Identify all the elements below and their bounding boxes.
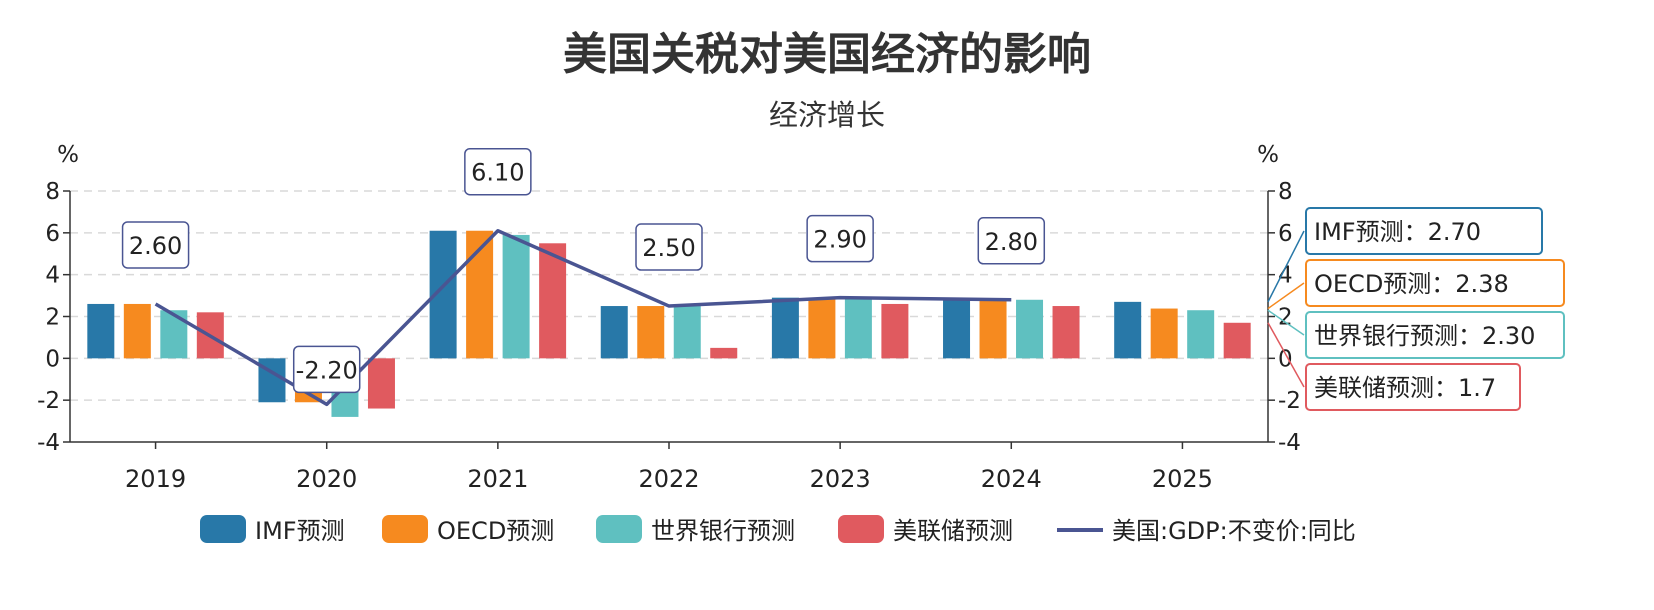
- end-labels: IMF预测：2.70 OECD预测：2.38 世界银行预测：2.30 美联储预测：1.…: [1267, 207, 1565, 411]
- y-tick-label-right: -2: [1278, 388, 1301, 414]
- bar: [808, 297, 836, 359]
- legend-swatch[interactable]: [200, 515, 246, 543]
- legend-label[interactable]: 美国:GDP:不变价:同比: [1112, 517, 1356, 545]
- y-tick-label-right: 2: [1278, 305, 1293, 331]
- y-tick-label-right: 6: [1278, 221, 1293, 247]
- line-value-label-box: [464, 147, 532, 196]
- legend-label[interactable]: IMF预测: [255, 517, 345, 545]
- axes: -4 -4 -2 -2 0 0 2 2 4 4 6 6 8 8% % 2019 2020 2021 2022 2023…: [37, 142, 1301, 493]
- bar: [1114, 301, 1142, 359]
- bar: [367, 358, 395, 409]
- legend[interactable]: IMF预测 OECD预测 世界银行预测 美联储预测 美国:GDP:不变价:同比: [200, 515, 1356, 545]
- end-label-box: [1305, 311, 1565, 359]
- legend-label[interactable]: 世界银行预测: [651, 517, 795, 545]
- chart-subtitle: 经济增长: [768, 98, 885, 132]
- bar: [844, 297, 872, 359]
- bar: [979, 299, 1007, 359]
- end-label: 世界银行预测：2.30: [1314, 322, 1535, 350]
- y-tick-label-right: -4: [1278, 430, 1301, 456]
- y-tick-label-left: 0: [45, 346, 60, 372]
- end-label-connector: [1267, 282, 1305, 310]
- bar: [1223, 322, 1251, 359]
- line-value-label: 2.50: [642, 234, 695, 262]
- bar: [466, 230, 494, 359]
- gridlines: [70, 190, 1268, 401]
- legend-swatch[interactable]: [838, 515, 884, 543]
- end-label: IMF预测：2.70: [1314, 218, 1481, 246]
- line-value-label: 2.60: [129, 232, 182, 260]
- bar: [539, 243, 567, 359]
- x-tick-label: 2023: [810, 465, 871, 493]
- bar: [943, 299, 971, 359]
- bar: [502, 234, 530, 359]
- y-tick-label-left: -2: [37, 388, 60, 414]
- y-tick-label-left: 4: [45, 263, 60, 289]
- bar: [1016, 299, 1044, 359]
- end-label-box: [1305, 363, 1521, 411]
- chart-title: 美国关税对美国经济的影响: [563, 29, 1091, 80]
- line-value-label: 2.80: [985, 228, 1038, 256]
- y-axis-unit-right: %: [1257, 142, 1279, 168]
- y-tick-label-left: 6: [45, 221, 60, 247]
- bar: [1052, 306, 1080, 359]
- x-tick-label: 2020: [296, 465, 357, 493]
- bar: [123, 303, 151, 359]
- end-label-connector: [1267, 322, 1305, 388]
- end-label-box: [1305, 207, 1543, 255]
- x-tick-label: 2025: [1152, 465, 1213, 493]
- line-value-label-box: [977, 217, 1046, 265]
- bar: [637, 306, 665, 359]
- y-axis-unit-left: %: [57, 142, 79, 168]
- data-labels: 2.60 -2.20 6.10 2.50 2.90 2.80: [121, 147, 1046, 394]
- line-value-label-box: [635, 223, 703, 271]
- legend-label[interactable]: 美联储预测: [893, 517, 1013, 545]
- y-tick-label-right: 8: [1278, 179, 1293, 205]
- line-value-label: 2.90: [813, 226, 866, 254]
- y-tick-label-left: 2: [45, 305, 60, 331]
- bar: [771, 297, 799, 359]
- end-label-box: [1305, 259, 1565, 307]
- end-label-connector: [1267, 230, 1305, 303]
- legend-label[interactable]: OECD预测: [437, 517, 554, 545]
- end-label: OECD预测：2.38: [1314, 270, 1509, 298]
- bar: [1187, 310, 1215, 359]
- line-value-label: -2.20: [296, 356, 358, 384]
- y-tick-label-right: 4: [1278, 263, 1293, 289]
- x-tick-label: 2024: [981, 465, 1042, 493]
- x-tick-label: 2021: [467, 465, 528, 493]
- line-value-label-box: [292, 345, 361, 394]
- legend-swatch[interactable]: [382, 515, 428, 543]
- bar: [600, 306, 628, 359]
- y-tick-label-right: 0: [1278, 346, 1293, 372]
- bar: [1150, 308, 1178, 359]
- y-tick-label-left: -4: [37, 430, 60, 456]
- bar: [881, 303, 909, 359]
- line-value-label: 6.10: [471, 159, 524, 187]
- end-label: 美联储预测：1.7: [1314, 374, 1496, 402]
- bar: [673, 306, 701, 359]
- bar: [87, 303, 115, 359]
- x-tick-label: 2019: [125, 465, 186, 493]
- line-value-label-box: [121, 221, 190, 269]
- line-value-label-box: [806, 214, 874, 263]
- y-tick-label-left: 8: [45, 179, 60, 205]
- legend-swatch[interactable]: [596, 515, 642, 543]
- bar: [710, 347, 738, 359]
- end-label-connector: [1267, 309, 1305, 336]
- bar: [160, 310, 188, 359]
- x-tick-label: 2022: [638, 465, 699, 493]
